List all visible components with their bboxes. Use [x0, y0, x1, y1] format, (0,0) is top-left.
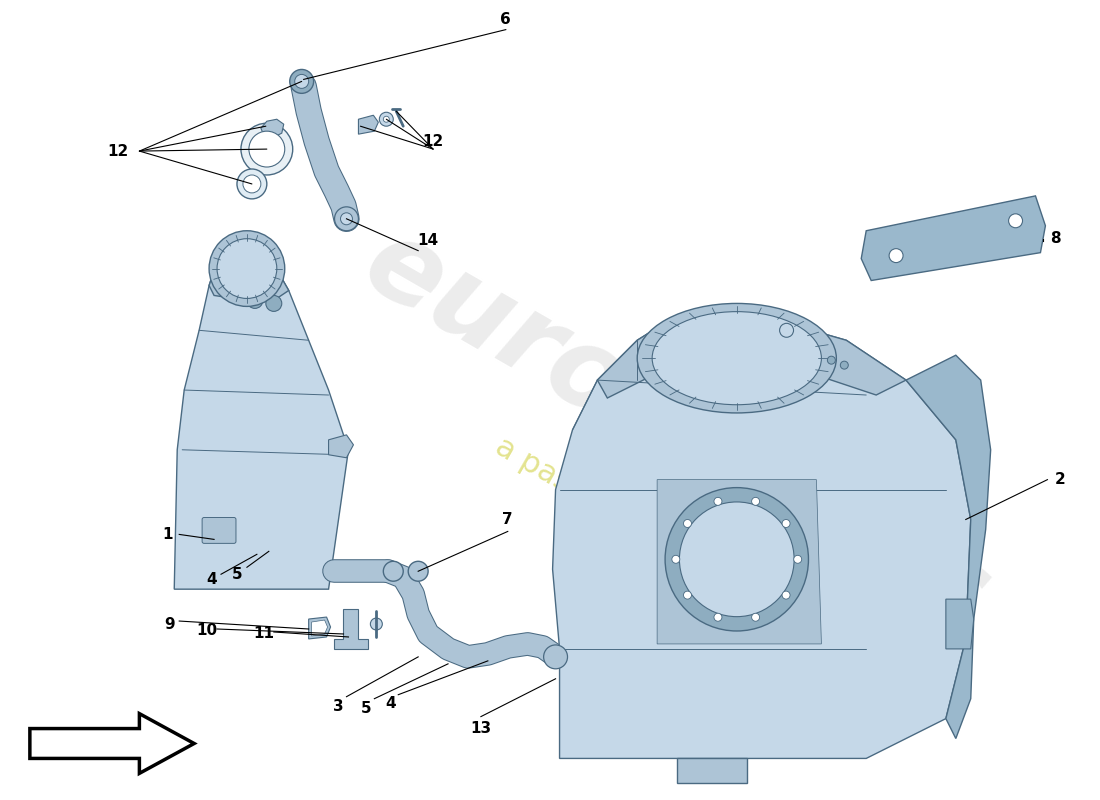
- Circle shape: [543, 645, 568, 669]
- Circle shape: [827, 356, 835, 364]
- Circle shape: [249, 131, 285, 167]
- Text: 5: 5: [361, 701, 372, 716]
- Circle shape: [266, 295, 282, 311]
- Circle shape: [243, 175, 261, 193]
- Circle shape: [782, 519, 790, 527]
- Circle shape: [683, 519, 692, 527]
- Text: 4: 4: [207, 572, 218, 586]
- Circle shape: [408, 562, 428, 582]
- Text: 6: 6: [500, 12, 512, 27]
- Text: eurospares: eurospares: [346, 208, 1008, 652]
- Polygon shape: [597, 310, 906, 398]
- Text: 11: 11: [253, 626, 274, 642]
- Circle shape: [794, 555, 802, 563]
- Ellipse shape: [652, 312, 822, 405]
- Circle shape: [371, 618, 383, 630]
- Circle shape: [672, 555, 680, 563]
- Text: 12: 12: [107, 143, 128, 158]
- Circle shape: [379, 112, 394, 126]
- Circle shape: [840, 361, 848, 369]
- Polygon shape: [359, 115, 378, 134]
- Polygon shape: [552, 310, 971, 758]
- Circle shape: [782, 591, 790, 599]
- Circle shape: [217, 238, 277, 298]
- Circle shape: [246, 293, 263, 309]
- Circle shape: [683, 591, 692, 599]
- Text: 1: 1: [162, 527, 173, 542]
- Circle shape: [334, 207, 359, 230]
- Polygon shape: [333, 609, 369, 649]
- Ellipse shape: [680, 502, 794, 617]
- Polygon shape: [309, 617, 331, 639]
- Circle shape: [241, 123, 293, 175]
- Ellipse shape: [666, 488, 808, 631]
- Circle shape: [780, 323, 793, 338]
- Polygon shape: [676, 758, 747, 783]
- Text: 12: 12: [422, 134, 443, 149]
- Polygon shape: [311, 620, 328, 636]
- Text: 4: 4: [385, 696, 396, 711]
- Circle shape: [714, 498, 722, 506]
- Text: 8: 8: [1050, 231, 1060, 246]
- Circle shape: [751, 498, 760, 506]
- Circle shape: [383, 116, 389, 122]
- Polygon shape: [30, 714, 195, 774]
- Circle shape: [341, 213, 352, 225]
- Polygon shape: [861, 196, 1045, 281]
- Circle shape: [295, 74, 309, 88]
- Circle shape: [889, 249, 903, 262]
- Text: 14: 14: [418, 233, 439, 248]
- Text: 2: 2: [1055, 472, 1066, 487]
- Text: 13: 13: [471, 721, 492, 736]
- Circle shape: [289, 70, 314, 94]
- Polygon shape: [329, 435, 353, 458]
- Polygon shape: [209, 249, 288, 301]
- Text: 3: 3: [333, 699, 344, 714]
- Text: 5: 5: [232, 566, 242, 582]
- Circle shape: [1009, 214, 1023, 228]
- Circle shape: [209, 230, 285, 306]
- Text: 7: 7: [503, 512, 513, 527]
- Polygon shape: [906, 355, 991, 738]
- Circle shape: [751, 614, 760, 622]
- Polygon shape: [946, 599, 974, 649]
- Circle shape: [383, 562, 404, 582]
- Text: a passion for parts since 1985: a passion for parts since 1985: [490, 431, 904, 687]
- Polygon shape: [261, 119, 284, 137]
- FancyBboxPatch shape: [202, 518, 236, 543]
- Circle shape: [236, 169, 267, 199]
- Text: 10: 10: [197, 623, 218, 638]
- Circle shape: [714, 614, 722, 622]
- Polygon shape: [657, 480, 822, 644]
- Polygon shape: [174, 249, 349, 589]
- Text: 9: 9: [164, 617, 175, 631]
- Ellipse shape: [637, 303, 836, 413]
